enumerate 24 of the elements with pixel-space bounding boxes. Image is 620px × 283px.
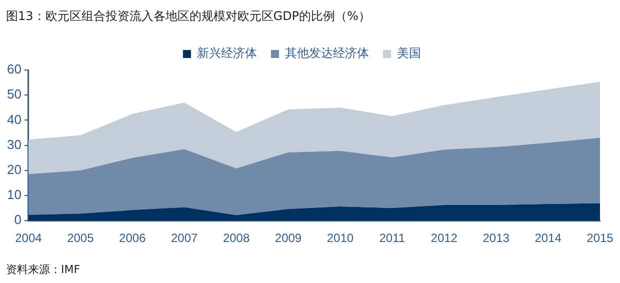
x-tick-label: 2013: [482, 231, 510, 246]
y-tick-label: 0: [14, 212, 22, 228]
y-tick-label: 10: [6, 187, 22, 202]
legend-label: 新兴经济体: [197, 46, 257, 60]
x-tick-label: 2008: [222, 231, 250, 246]
legend-label: 美国: [397, 46, 421, 60]
y-tick-label: 60: [6, 62, 22, 77]
x-tick-label: 2010: [326, 231, 354, 246]
y-tick-label: 20: [6, 162, 22, 177]
x-tick-label: 2015: [586, 231, 614, 246]
chart-title: 图13：欧元区组合投资流入各地区的规模对欧元区GDP的比例（%）: [6, 8, 370, 25]
x-tick-label: 2011: [379, 231, 406, 246]
x-tick-label: 2006: [119, 231, 146, 246]
y-tick-label: 30: [6, 136, 22, 152]
legend-label: 其他发达经济体: [285, 46, 369, 60]
x-tick-label: 2009: [274, 231, 302, 246]
x-tick-label: 2007: [170, 231, 198, 246]
x-tick-label: 2005: [67, 231, 94, 246]
text: 资料来源：IMF: [6, 262, 80, 277]
y-tick-label: 40: [6, 112, 22, 127]
x-tick-label: 2012: [430, 231, 458, 246]
x-tick-label: 2004: [15, 231, 42, 246]
x-tick-label: 2014: [534, 231, 562, 246]
y-tick-label: 50: [6, 86, 22, 102]
